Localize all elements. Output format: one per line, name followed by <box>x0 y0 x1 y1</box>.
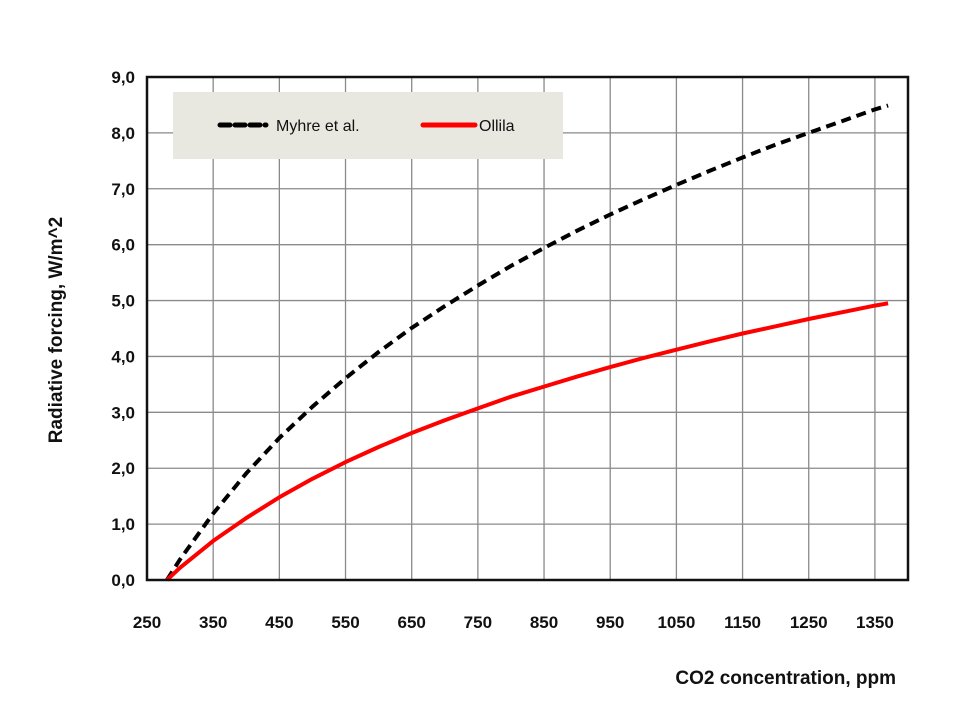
series-line-ollila <box>165 301 889 582</box>
plot-frame <box>145 75 910 582</box>
y-tick-label: 9,0 <box>111 68 135 87</box>
x-tick-label: 850 <box>530 613 558 632</box>
x-tick-label: 650 <box>398 613 426 632</box>
x-tick-label: 1350 <box>856 613 894 632</box>
x-tick-label: 1050 <box>657 613 695 632</box>
y-axis-label: Radiative forcing, W/m^2 <box>46 217 67 443</box>
y-tick-labels: 0,0 1,0 2,0 3,0 4,0 5,0 6,0 7,0 8,0 9,0 <box>111 68 135 590</box>
x-tick-label: 450 <box>265 613 293 632</box>
x-tick-label: 550 <box>331 613 359 632</box>
y-tick-label: 2,0 <box>111 459 135 478</box>
legend-label-ollila: Ollila <box>479 118 515 135</box>
y-tick-label: 1,0 <box>111 515 135 534</box>
x-tick-label: 1250 <box>790 613 828 632</box>
y-tick-label: 5,0 <box>111 292 135 311</box>
x-tick-label: 750 <box>464 613 492 632</box>
y-tick-label: 6,0 <box>111 236 135 255</box>
grid <box>147 77 908 580</box>
x-tick-label: 250 <box>133 613 161 632</box>
y-tick-label: 0,0 <box>111 571 135 590</box>
x-tick-labels: 250 350 450 550 650 750 850 950 1050 1150 1250 1350 <box>133 613 894 632</box>
x-tick-label: 1150 <box>724 613 761 632</box>
x-axis-label: CO2 concentration, ppm <box>675 668 896 689</box>
y-tick-label: 7,0 <box>111 180 135 199</box>
x-tick-label: 350 <box>199 613 227 632</box>
legend-label-myhre: Myhre et al. <box>276 118 360 135</box>
y-tick-label: 8,0 <box>111 124 135 143</box>
y-tick-label: 4,0 <box>111 347 135 366</box>
legend: Myhre et al. Ollila <box>217 118 515 135</box>
series-line-myhre <box>165 103 889 582</box>
x-tick-label: 950 <box>596 613 624 632</box>
series-group <box>165 103 889 582</box>
y-tick-label: 3,0 <box>111 403 135 422</box>
